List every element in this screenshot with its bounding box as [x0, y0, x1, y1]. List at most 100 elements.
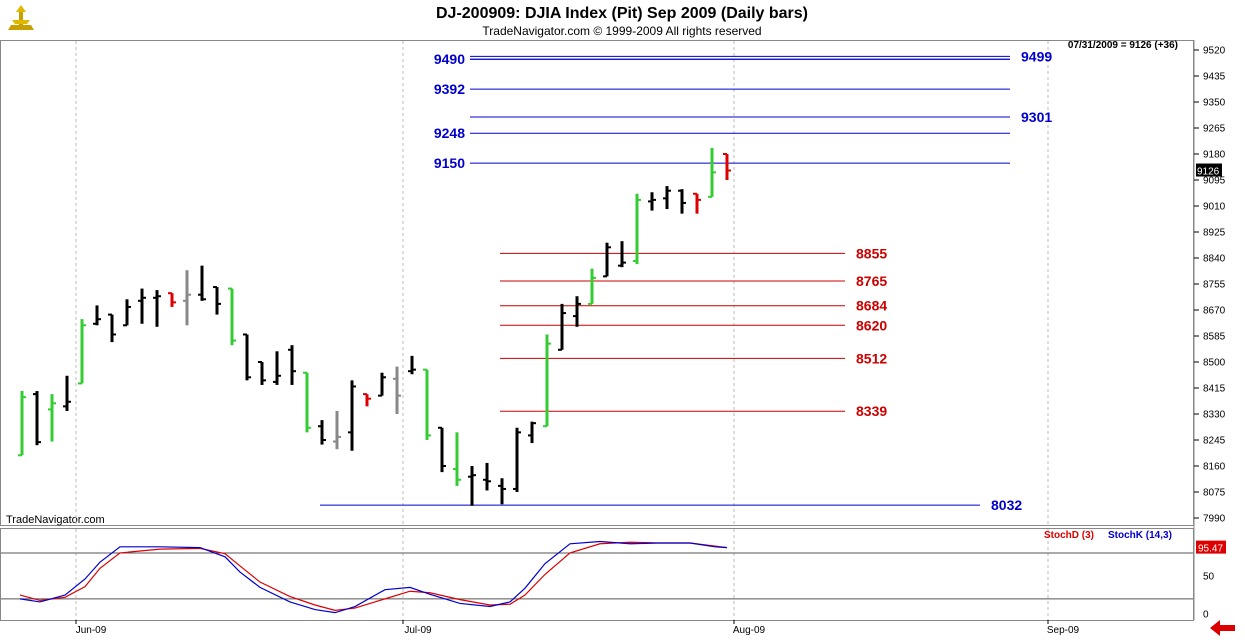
copyright-subtitle: TradeNavigator.com © 1999-2009 All right…: [482, 24, 761, 38]
price-bars: [18, 147, 731, 506]
last-price-label: 9126: [1197, 167, 1220, 178]
level-lines: 9490 9392 9248 9150 9499 9301 8032 8855 8765 8684…: [320, 48, 1052, 513]
price-bar: [18, 391, 26, 457]
stochk-line: [19, 540, 728, 614]
price-bar: [318, 420, 326, 445]
stochk-legend: StochK (14,3): [1108, 530, 1172, 541]
y-tick-label: 8500: [1203, 358, 1226, 369]
price-bar: [378, 372, 386, 397]
y-tick-label: 8585: [1203, 332, 1226, 343]
x-tick-label: Jun-09: [76, 625, 107, 636]
blue-level-label: 9392: [434, 81, 465, 97]
price-bar: [93, 305, 101, 326]
blue-level-label: 9150: [434, 155, 465, 171]
grid: [75, 41, 1049, 620]
price-bar: [408, 355, 416, 375]
red-level-label: 8765: [856, 273, 887, 289]
blue-level-label: 9301: [1021, 109, 1052, 125]
price-bar: [423, 368, 431, 440]
y-tick-label: 9520: [1203, 46, 1226, 57]
price-bar: [183, 270, 191, 326]
price-bar: [228, 287, 236, 346]
stochastic-pane: 50 0 95.47: [1, 540, 1226, 621]
red-level-label: 8512: [856, 350, 887, 366]
price-bar: [558, 303, 566, 351]
indicator-pane: [0, 528, 1194, 621]
price-bar: [603, 242, 611, 278]
price-bar: [48, 394, 56, 442]
price-bar: [573, 296, 581, 327]
watermark: TradeNavigator.com: [6, 514, 105, 526]
price-axis: 9520 9435 9350 9265 9180 9095 9010 8925 8840 8755…: [1194, 46, 1226, 525]
price-bar: [723, 153, 731, 180]
date-axis: Jun-09 Jul-09 Aug-09 Sep-09: [75, 620, 1080, 636]
price-bar: [513, 427, 521, 492]
price-bar: [618, 241, 626, 268]
y-tick-label: 8670: [1203, 306, 1226, 317]
price-bar: [693, 192, 701, 214]
y-tick-label: 8755: [1203, 280, 1226, 291]
stoch-last-tag: [1196, 540, 1226, 554]
y-tick-label: 8925: [1203, 228, 1226, 239]
stochd-legend: StochD (3): [1044, 530, 1094, 541]
price-bar: [213, 286, 221, 315]
price-bar: [123, 299, 131, 327]
stoch-y-label: 0: [1203, 610, 1209, 621]
price-bar: [393, 366, 401, 414]
red-level-label: 8684: [856, 298, 887, 314]
y-tick-label: 9010: [1203, 202, 1226, 213]
price-bar: [498, 478, 506, 505]
y-tick-label: 8330: [1203, 410, 1226, 421]
price-bar: [468, 466, 476, 506]
price-bar: [63, 375, 71, 411]
red-level-label: 8620: [856, 317, 887, 333]
price-bar: [543, 334, 551, 428]
chart-title: DJ-200909: DJIA Index (Pit) Sep 2009 (Da…: [436, 5, 808, 22]
stoch-y-label: 50: [1203, 571, 1215, 582]
price-bar: [363, 393, 371, 407]
y-tick-label: 8075: [1203, 488, 1226, 499]
last-price-tag: [1196, 163, 1222, 177]
price-bar: [303, 371, 311, 433]
price-bar: [528, 421, 536, 444]
x-tick-label: Aug-09: [733, 625, 766, 636]
price-bar: [243, 333, 251, 381]
blue-level-label: 8032: [991, 497, 1022, 513]
price-bar: [168, 292, 176, 307]
blue-level-label: 9490: [434, 51, 465, 67]
price-bar: [273, 351, 281, 385]
price-bar: [483, 462, 491, 491]
y-tick-label: 9265: [1203, 124, 1226, 135]
y-tick-label: 9180: [1203, 150, 1226, 161]
price-bar: [633, 193, 641, 265]
price-bar: [108, 313, 116, 343]
price-bar: [138, 288, 146, 324]
stochd-line: [19, 541, 728, 611]
price-bar: [663, 186, 671, 210]
y-tick-label: 9095: [1203, 176, 1226, 187]
blue-level-label: 9499: [1021, 48, 1052, 64]
price-bar: [78, 319, 86, 385]
x-tick-label: Jul-09: [404, 625, 432, 636]
y-tick-label: 8415: [1203, 384, 1226, 395]
price-bar: [588, 268, 596, 305]
price-bar: [198, 265, 206, 301]
price-bar: [648, 192, 656, 211]
price-bar: [333, 410, 341, 450]
y-tick-label: 9350: [1203, 98, 1226, 109]
scroll-left-arrow-icon[interactable]: [1210, 620, 1235, 636]
y-tick-label: 8840: [1203, 254, 1226, 265]
trade-navigator-logo-icon: [8, 5, 34, 30]
last-quote: 07/31/2009 = 9126 (+36): [1068, 40, 1178, 51]
price-bar: [348, 380, 356, 451]
price-bar: [258, 361, 266, 385]
blue-level-label: 9248: [434, 125, 465, 141]
price-bar: [438, 426, 446, 473]
y-tick-label: 7990: [1203, 514, 1226, 525]
red-level-label: 8855: [856, 245, 887, 261]
y-tick-label: 8160: [1203, 462, 1226, 473]
stoch-last-label: 95.47: [1198, 544, 1223, 555]
price-bar: [153, 290, 161, 327]
x-tick-label: Sep-09: [1047, 625, 1080, 636]
price-bar: [33, 391, 41, 446]
